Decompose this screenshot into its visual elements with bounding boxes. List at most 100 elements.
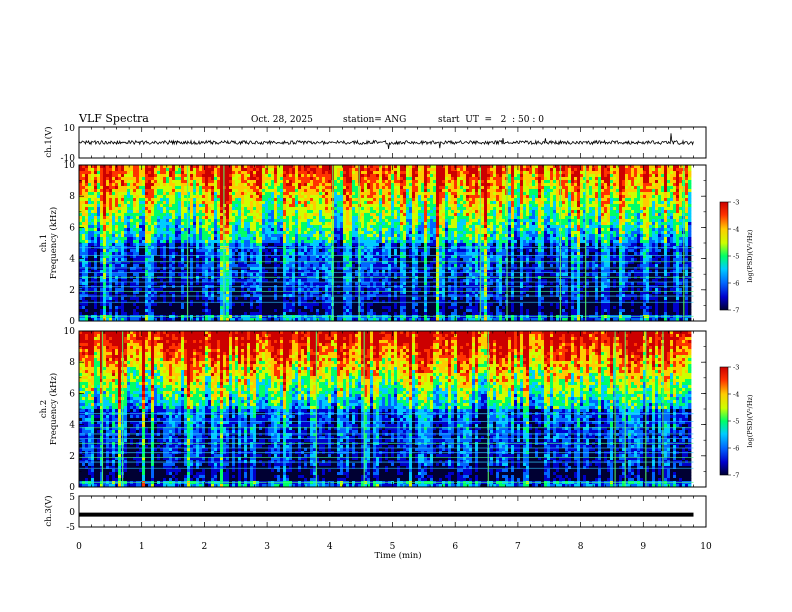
spectrogram-cell [229, 228, 232, 231]
spectrogram-cell [277, 312, 280, 315]
spectrogram-cell [199, 192, 202, 195]
spectrogram-cell [250, 168, 253, 171]
spectrogram-cell [79, 312, 82, 315]
spectrogram-cell [235, 288, 238, 291]
spectrogram-cell [259, 240, 262, 243]
spectrogram-cell [316, 219, 319, 222]
spectrogram-cell [247, 165, 250, 168]
spectrogram-cell [349, 288, 352, 291]
spectrogram-cell [256, 225, 259, 228]
spectrogram-cell [298, 189, 301, 192]
spectrogram-cell [103, 243, 106, 246]
spectrogram-cell [184, 219, 187, 222]
spectrogram-cell [274, 237, 277, 240]
spectrogram-cell [253, 213, 256, 216]
spectrogram-cell [307, 222, 310, 225]
spectrogram-cell [163, 303, 166, 306]
spectrogram-cell [250, 237, 253, 240]
spectrogram-cell [175, 282, 178, 285]
spectrogram-cell [124, 267, 127, 270]
spectrogram-cell [355, 177, 358, 180]
spectrogram-cell [199, 198, 202, 201]
spectrogram-cell [232, 249, 235, 252]
spectrogram-cell [352, 249, 355, 252]
spectrogram-cell [178, 273, 181, 276]
spectrogram-cell [301, 240, 304, 243]
spectrogram-cell [103, 258, 106, 261]
spectrogram-cell [88, 300, 91, 303]
spectrogram-cell [85, 207, 88, 210]
spectrogram-cell [79, 201, 82, 204]
spectrogram-cell [316, 267, 319, 270]
spectrogram-cell [283, 252, 286, 255]
spectrogram-cell [277, 237, 280, 240]
spectrogram-cell [337, 192, 340, 195]
spectrogram-cell [178, 210, 181, 213]
spectrogram-cell [166, 207, 169, 210]
spectrogram-cell [340, 273, 343, 276]
spectrogram-cell [82, 207, 85, 210]
spectrogram-cell [184, 204, 187, 207]
spectrogram-cell [163, 240, 166, 243]
spectrogram-cell [271, 300, 274, 303]
spectrogram-cell [154, 237, 157, 240]
spectrogram-cell [310, 204, 313, 207]
spectrogram-cell [166, 177, 169, 180]
spectrogram-cell [232, 219, 235, 222]
spectrogram-cell [340, 177, 343, 180]
spectrogram-cell [307, 195, 310, 198]
spectrogram-cell [241, 189, 244, 192]
spectrogram-cell [118, 306, 121, 309]
spectrogram-cell [97, 273, 100, 276]
spectrogram-cell [115, 174, 118, 177]
spectrogram-cell [88, 282, 91, 285]
spectrogram-cell [289, 249, 292, 252]
spectrogram-cell [337, 288, 340, 291]
spectrogram-cell [352, 204, 355, 207]
spectrogram-cell [112, 219, 115, 222]
spectrogram-cell [91, 216, 94, 219]
spectrogram-cell [151, 189, 154, 192]
spectrogram-cell [235, 240, 238, 243]
spectrogram-cell [190, 282, 193, 285]
spectrogram-cell [172, 186, 175, 189]
spectrogram-cell [232, 288, 235, 291]
spectrogram-cell [94, 243, 97, 246]
spectrogram-cell [157, 201, 160, 204]
spectrogram-cell [289, 228, 292, 231]
spectrogram-cell [286, 273, 289, 276]
spectrogram-cell [217, 207, 220, 210]
spectrogram-cell [112, 303, 115, 306]
spectrogram-cell [130, 171, 133, 174]
spectrogram-cell [226, 249, 229, 252]
spectrogram-cell [226, 168, 229, 171]
spectrogram-cell [304, 300, 307, 303]
spectrogram-cell [328, 189, 331, 192]
spectrogram-cell [301, 267, 304, 270]
spectrogram-cell [142, 210, 145, 213]
spectrogram-cell [97, 303, 100, 306]
spectrogram-cell [226, 288, 229, 291]
spectrogram-cell [130, 249, 133, 252]
spectrogram-cell [259, 237, 262, 240]
spectrogram-cell [289, 204, 292, 207]
spectrogram-cell [220, 174, 223, 177]
spectrogram-cell [250, 189, 253, 192]
spectrogram-cell [220, 282, 223, 285]
spectrogram-cell [343, 267, 346, 270]
spectrogram-cell [166, 186, 169, 189]
spectrogram-cell [334, 288, 337, 291]
spectrogram-cell [133, 210, 136, 213]
spectrogram-cell [151, 174, 154, 177]
spectrogram-cell [307, 303, 310, 306]
spectrogram-cell [130, 216, 133, 219]
spectrogram-cell [100, 216, 103, 219]
spectrogram-cell [253, 303, 256, 306]
spectrogram-cell [343, 306, 346, 309]
spectrogram-cell [277, 267, 280, 270]
spectrogram-cell [148, 210, 151, 213]
spectrogram-cell [250, 213, 253, 216]
spectrogram-cell [169, 258, 172, 261]
spectrogram-cell [307, 237, 310, 240]
